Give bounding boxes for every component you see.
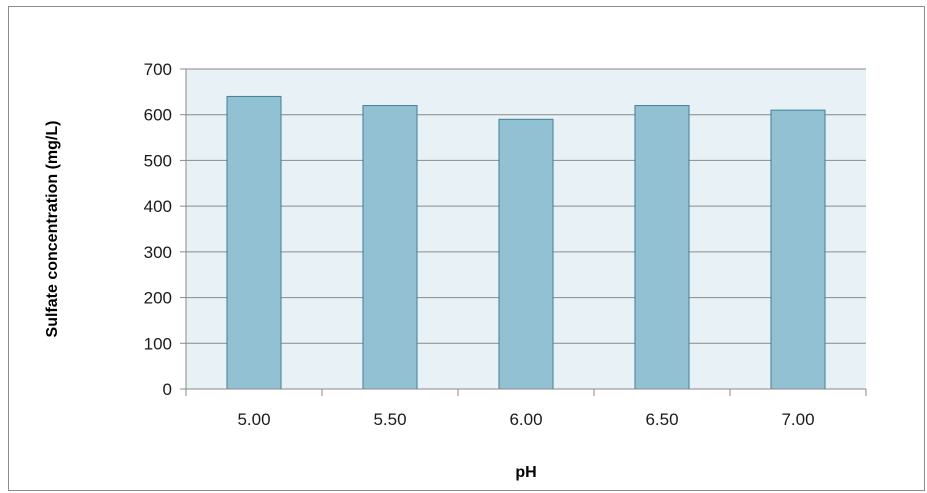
bar-chart: 0 100 200 300 400 500 600 700 5.00 5.50 6.00 6.50 7… bbox=[44, 60, 867, 481]
bars bbox=[226, 95, 826, 390]
x-tick-label: 5.50 bbox=[373, 410, 406, 429]
x-axis-title: pH bbox=[515, 464, 536, 481]
y-tick-label: 600 bbox=[144, 106, 172, 125]
y-tick-label: 100 bbox=[144, 334, 172, 353]
x-tick-label: 6.00 bbox=[509, 410, 542, 429]
y-axis-title: Sulfate concentration (mg/L) bbox=[44, 121, 61, 338]
y-tick-label: 200 bbox=[144, 289, 172, 308]
y-tick-label: 400 bbox=[144, 197, 172, 216]
x-tick-label: 6.50 bbox=[645, 410, 678, 429]
y-tick-label: 500 bbox=[144, 151, 172, 170]
y-tick-label: 300 bbox=[144, 243, 172, 262]
bar-7.00 bbox=[770, 109, 826, 390]
chart-frame: 0 100 200 300 400 500 600 700 5.00 5.50 6.00 6.50 7… bbox=[8, 6, 925, 491]
x-tick-label: 7.00 bbox=[781, 410, 814, 429]
x-tick-labels: 5.00 5.50 6.00 6.50 7.00 bbox=[237, 410, 814, 429]
x-tick-label: 5.00 bbox=[237, 410, 270, 429]
bar-5.50 bbox=[362, 105, 418, 390]
bar-5.00 bbox=[226, 95, 282, 390]
axes bbox=[185, 69, 867, 396]
y-tick-labels: 0 100 200 300 400 500 600 700 bbox=[144, 60, 172, 399]
y-tick-label: 700 bbox=[144, 60, 172, 79]
bar-6.50 bbox=[634, 105, 690, 390]
y-tick-label: 0 bbox=[163, 380, 172, 399]
bar-6.00 bbox=[498, 118, 554, 390]
